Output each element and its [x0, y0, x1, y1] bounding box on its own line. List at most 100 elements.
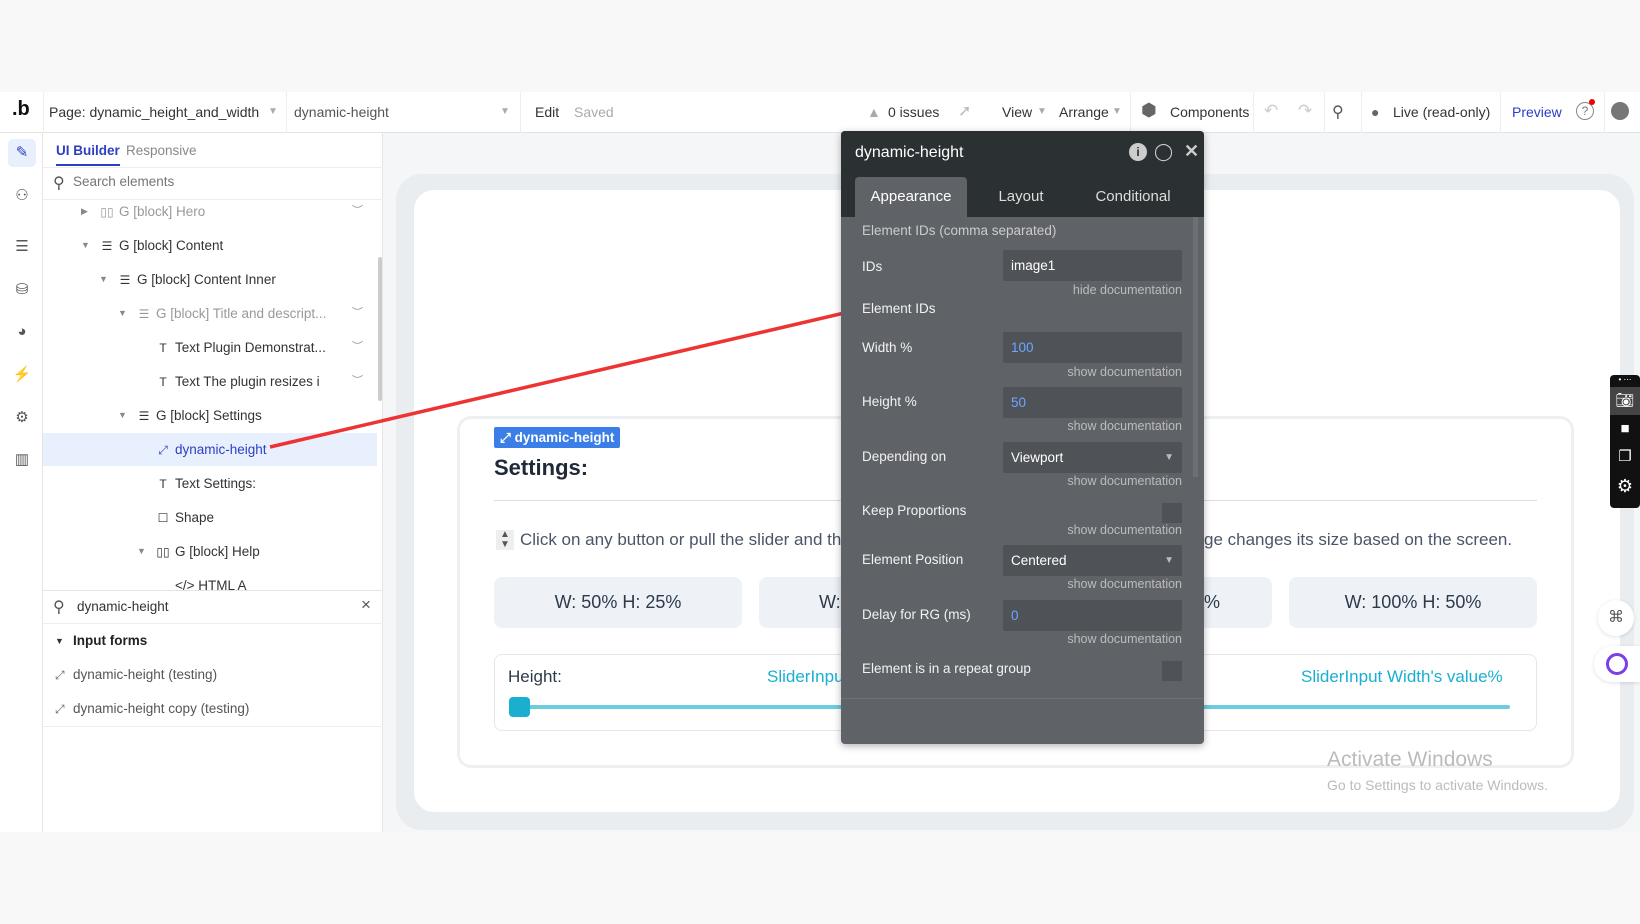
- show-documentation-link[interactable]: show documentation: [1067, 632, 1182, 646]
- show-documentation-link[interactable]: show documentation: [1067, 523, 1182, 537]
- camera-icon[interactable]: 📷︎: [1610, 387, 1640, 415]
- settings-gear-icon[interactable]: ⚙: [15, 409, 29, 426]
- caret-down-icon[interactable]: ▼: [118, 308, 127, 318]
- show-documentation-link[interactable]: show documentation: [1067, 365, 1182, 379]
- tree-item[interactable]: T Text The plugin resizes i ︶: [43, 365, 377, 398]
- show-documentation-link[interactable]: show documentation: [1067, 474, 1182, 488]
- hidden-eye-icon[interactable]: ︶: [352, 341, 363, 353]
- delay-input[interactable]: 0: [1003, 600, 1182, 631]
- caret-down-icon[interactable]: ▼: [118, 410, 127, 420]
- logs-chart-icon[interactable]: ▥: [14, 451, 30, 468]
- design-pencil-icon[interactable]: ✎: [8, 139, 36, 167]
- tab-conditional[interactable]: Conditional: [1095, 188, 1171, 205]
- element-position-dropdown[interactable]: Centered ▼: [1003, 545, 1182, 576]
- notification-dot: [1589, 99, 1595, 105]
- repeat-group-checkbox[interactable]: [1162, 661, 1182, 681]
- slider-width-value-text: SliderInput Width's value%: [1301, 667, 1503, 686]
- caret-down-icon[interactable]: ▼: [55, 636, 64, 646]
- dynamic-height-element-icon[interactable]: ▲ ▼: [496, 530, 514, 550]
- arrange-menu[interactable]: Arrange: [1059, 104, 1109, 120]
- result-item[interactable]: dynamic-height copy (testing): [73, 701, 250, 716]
- gear-icon[interactable]: ⚙: [1616, 476, 1634, 496]
- result-item[interactable]: dynamic-height (testing): [73, 667, 218, 682]
- tree-item[interactable]: T Text Plugin Demonstrat... ︶: [43, 331, 377, 364]
- close-icon[interactable]: ✕: [1184, 141, 1200, 161]
- avatar[interactable]: [1611, 102, 1629, 120]
- search-icon: ⚲: [53, 175, 65, 192]
- hide-documentation-link[interactable]: hide documentation: [1072, 283, 1182, 297]
- tree-item[interactable]: ▼ ☰ G [block] Settings: [43, 399, 377, 432]
- database-icon[interactable]: ⛁: [15, 281, 29, 298]
- comment-icon[interactable]: ◯: [1154, 142, 1174, 161]
- caret-right-icon[interactable]: ▶: [81, 206, 88, 216]
- tree-item[interactable]: ▼ ☰ G [block] Content Inner: [43, 263, 377, 296]
- size-button-50-25[interactable]: W: 50% H: 25%: [494, 577, 742, 628]
- caret-down-icon[interactable]: ▼: [99, 274, 108, 284]
- tree-scrollbar[interactable]: [378, 257, 382, 401]
- height-input[interactable]: 50: [1003, 387, 1182, 418]
- issues-button[interactable]: 0 issues: [888, 104, 940, 120]
- caret-down-icon[interactable]: ▼: [81, 240, 90, 250]
- data-icon[interactable]: ☰: [15, 238, 29, 255]
- square-icon: ☐: [157, 511, 169, 525]
- width-input[interactable]: 100: [1003, 332, 1182, 363]
- hidden-eye-icon[interactable]: ︶: [352, 205, 363, 217]
- video-icon[interactable]: ■: [1620, 420, 1630, 437]
- props-scrollbar[interactable]: [1193, 217, 1198, 477]
- search-elements-input[interactable]: [73, 169, 363, 193]
- plugins-icon[interactable]: ⚡: [12, 366, 32, 383]
- preview-button[interactable]: Preview: [1512, 104, 1562, 120]
- element-selector[interactable]: dynamic-height: [294, 104, 389, 120]
- hidden-eye-icon[interactable]: ︶: [352, 307, 363, 319]
- view-menu[interactable]: View: [1002, 104, 1033, 120]
- tab-ui-builder[interactable]: UI Builder: [56, 143, 120, 166]
- edit-menu[interactable]: Edit: [535, 104, 560, 120]
- tab-layout[interactable]: Layout: [998, 188, 1044, 205]
- ids-input[interactable]: image1: [1003, 250, 1182, 281]
- undo-icon[interactable]: ↶: [1264, 101, 1279, 120]
- redo-icon[interactable]: ↷: [1298, 101, 1313, 120]
- height-slider-thumb[interactable]: [509, 697, 530, 717]
- grid-shortcut-icon[interactable]: ⌘: [1598, 600, 1634, 636]
- info-icon[interactable]: i: [1129, 143, 1147, 161]
- selected-element-tag[interactable]: ⤢ dynamic-height: [494, 427, 621, 448]
- keep-proportions-checkbox[interactable]: [1162, 503, 1182, 523]
- styles-palette-icon[interactable]: ◕: [17, 323, 27, 340]
- hidden-eye-icon[interactable]: ︶: [352, 375, 363, 387]
- tree-item[interactable]: ⤢ dynamic-height: [43, 433, 377, 466]
- chevron-down-icon: ▼: [1164, 555, 1174, 566]
- chevron-down-icon[interactable]: ▼: [268, 106, 278, 117]
- bubble-logo[interactable]: .b: [12, 98, 30, 120]
- more-icon[interactable]: • ⋯: [1618, 375, 1632, 384]
- tree-item[interactable]: ▶ ▯▯ G [block] Hero ︶: [43, 195, 377, 228]
- property-editor: dynamic-height i ◯ ✕ Appearance Layout C…: [841, 131, 1204, 744]
- tree-item[interactable]: ☐ Shape: [43, 501, 377, 534]
- assistant-button[interactable]: [1594, 646, 1640, 682]
- tree-item[interactable]: </> HTML A: [43, 569, 377, 590]
- tab-responsive[interactable]: Responsive: [126, 143, 197, 158]
- tree-item[interactable]: ▼ ☰ G [block] Content: [43, 229, 377, 262]
- size-button-100-50[interactable]: W: 100% H: 50%: [1289, 577, 1537, 628]
- resize-icon: ⤢: [55, 702, 65, 716]
- tab-appearance[interactable]: Appearance: [855, 177, 967, 217]
- property-editor-header[interactable]: dynamic-height i ◯ ✕: [841, 131, 1204, 177]
- workflow-icon[interactable]: ⚇: [15, 187, 29, 204]
- tree-item[interactable]: ▼ ☰ G [block] Title and descript... ︶: [43, 297, 377, 330]
- help-icon[interactable]: ?: [1576, 102, 1594, 120]
- page-selector[interactable]: Page: dynamic_height_and_width: [49, 104, 259, 120]
- instruction-text-right: ge changes its size based on the screen.: [1204, 530, 1513, 549]
- depending-on-dropdown[interactable]: Viewport ▼: [1003, 442, 1182, 473]
- window-icon[interactable]: ❐: [1618, 448, 1632, 465]
- tree-item[interactable]: ▼ ▯▯ G [block] Help: [43, 535, 377, 568]
- show-documentation-link[interactable]: show documentation: [1067, 419, 1182, 433]
- show-documentation-link[interactable]: show documentation: [1067, 577, 1182, 591]
- clear-icon[interactable]: ×: [361, 595, 371, 614]
- chevron-down-icon[interactable]: ▼: [500, 106, 510, 117]
- tree-item[interactable]: T Text Settings:: [43, 467, 377, 500]
- filter-input[interactable]: dynamic-height: [77, 599, 169, 614]
- live-button[interactable]: Live (read-only): [1393, 104, 1491, 120]
- components-button[interactable]: Components: [1170, 104, 1250, 120]
- caret-down-icon[interactable]: ▼: [137, 546, 146, 556]
- cursor-icon[interactable]: ➚: [958, 103, 972, 120]
- search-icon[interactable]: ⚲: [1332, 104, 1344, 121]
